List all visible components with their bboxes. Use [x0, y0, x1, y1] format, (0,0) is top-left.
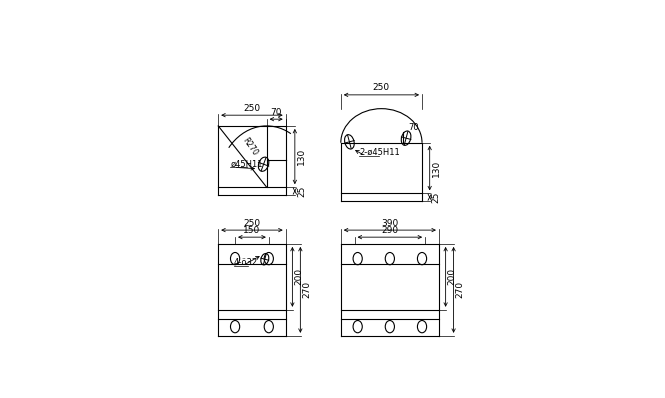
Text: 250: 250 — [243, 219, 261, 228]
Text: 250: 250 — [373, 84, 390, 92]
Text: 390: 390 — [381, 219, 398, 228]
Text: 130: 130 — [297, 148, 306, 165]
Text: 25: 25 — [432, 191, 441, 203]
Text: 130: 130 — [432, 160, 441, 177]
Text: 70: 70 — [408, 123, 418, 132]
Text: 150: 150 — [243, 226, 261, 235]
Text: 270: 270 — [303, 281, 311, 298]
Text: 290: 290 — [381, 226, 398, 235]
Text: 70: 70 — [271, 108, 282, 117]
Text: 250: 250 — [243, 104, 261, 113]
Text: 270: 270 — [456, 281, 465, 298]
Text: 4-ö32: 4-ö32 — [233, 258, 257, 267]
Text: 200: 200 — [295, 268, 303, 285]
Text: ø45H11: ø45H11 — [231, 159, 263, 168]
Text: 200: 200 — [448, 268, 457, 285]
Text: 25: 25 — [297, 185, 306, 197]
Text: 2-ø45H11: 2-ø45H11 — [359, 148, 400, 157]
Text: R270: R270 — [241, 136, 259, 157]
